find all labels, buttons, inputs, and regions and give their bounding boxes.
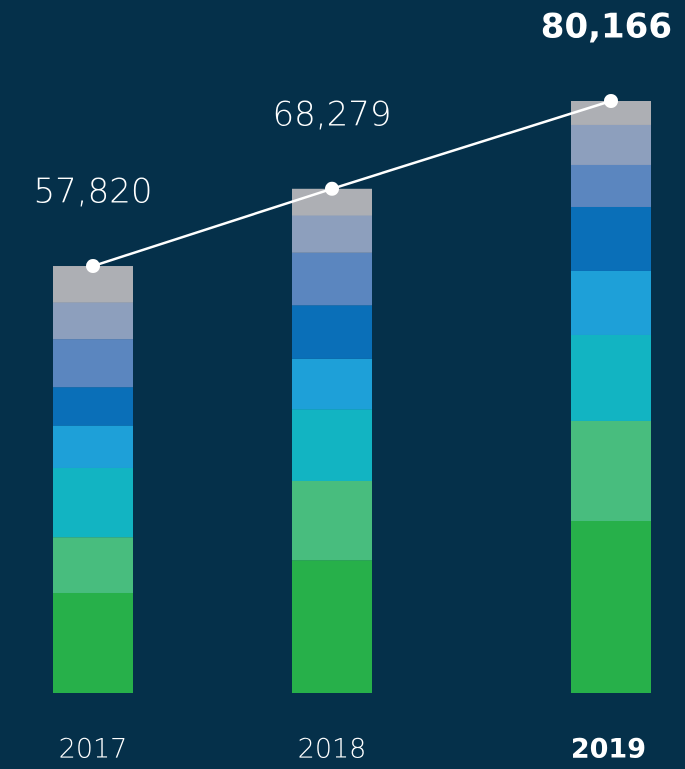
bar-segment <box>571 270 651 335</box>
bar-segment <box>571 206 651 271</box>
bar-segment <box>53 339 133 388</box>
bar-segment <box>292 358 372 410</box>
bar-segment <box>53 537 133 593</box>
x-tick-label: 2018 <box>298 734 367 765</box>
total-label: 57,820 <box>34 172 153 212</box>
total-point <box>604 94 618 108</box>
bar-segment <box>292 409 372 482</box>
total-label: 68,279 <box>273 94 392 134</box>
bar-segment <box>53 467 133 538</box>
bar-segment <box>292 560 372 693</box>
bar-segment <box>292 305 372 359</box>
bar-segment <box>571 334 651 421</box>
bar-segment <box>571 420 651 521</box>
bar-segment <box>571 124 651 165</box>
x-tick-label: 2017 <box>59 734 128 765</box>
bar-segment <box>292 481 372 561</box>
bar-segment <box>53 425 133 468</box>
total-point <box>86 259 100 274</box>
bar-segment <box>571 164 651 207</box>
bar-segment <box>292 215 372 253</box>
x-tick-label: 2019 <box>571 734 646 765</box>
total-point <box>325 181 339 196</box>
bar-segment <box>571 520 651 693</box>
total-label: 80,166 <box>541 7 672 47</box>
bar-segment <box>292 252 372 306</box>
bar-segment <box>53 387 133 426</box>
bar-segment <box>53 302 133 340</box>
bar-segment <box>53 592 133 693</box>
